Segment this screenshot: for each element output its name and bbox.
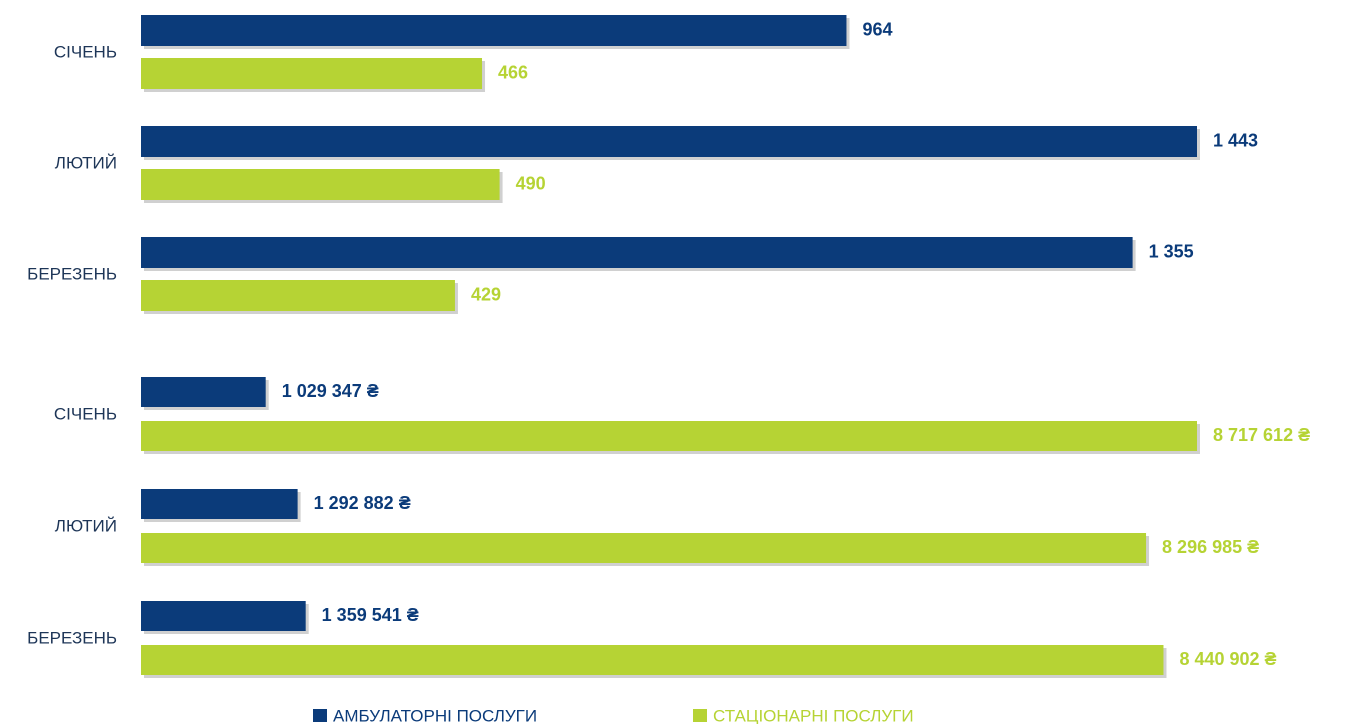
category-label: БЕРЕЗЕНЬ: [27, 628, 117, 647]
value-label: 429: [471, 284, 501, 304]
value-label: 964: [862, 19, 892, 39]
bar: [141, 58, 483, 89]
bar: [141, 15, 847, 46]
bar: [141, 601, 306, 631]
value-label: 1 443: [1213, 130, 1258, 150]
bar: [141, 421, 1197, 451]
value-label: 8 717 612 ₴: [1213, 425, 1310, 445]
value-label: 1 292 882 ₴: [314, 493, 411, 513]
category-label: СІЧЕНЬ: [54, 42, 117, 61]
value-label: 8 440 902 ₴: [1179, 649, 1276, 669]
legend-swatch: [693, 709, 707, 722]
value-label: 1 355: [1149, 241, 1194, 261]
category-label: БЕРЕЗЕНЬ: [27, 264, 117, 283]
legend-label: АМБУЛАТОРНІ ПОСЛУГИ: [333, 706, 537, 724]
legend-label: СТАЦІОНАРНІ ПОСЛУГИ: [713, 706, 914, 724]
value-label: 8 296 985 ₴: [1162, 537, 1259, 557]
legend-swatch: [313, 709, 327, 722]
category-label: СІЧЕНЬ: [54, 404, 117, 423]
category-label: ЛЮТИЙ: [55, 516, 117, 535]
value-label: 1 359 541 ₴: [322, 605, 419, 625]
bar: [141, 533, 1147, 563]
bar: [141, 280, 455, 311]
value-label: 1 029 347 ₴: [282, 381, 379, 401]
bar: [141, 489, 298, 519]
bar: [141, 377, 266, 407]
category-label: ЛЮТИЙ: [55, 153, 117, 172]
bar: [141, 126, 1197, 157]
bar: [141, 169, 500, 200]
value-label: 490: [516, 173, 546, 193]
value-label: 466: [498, 62, 528, 82]
bar: [141, 645, 1164, 675]
bar: [141, 237, 1133, 268]
